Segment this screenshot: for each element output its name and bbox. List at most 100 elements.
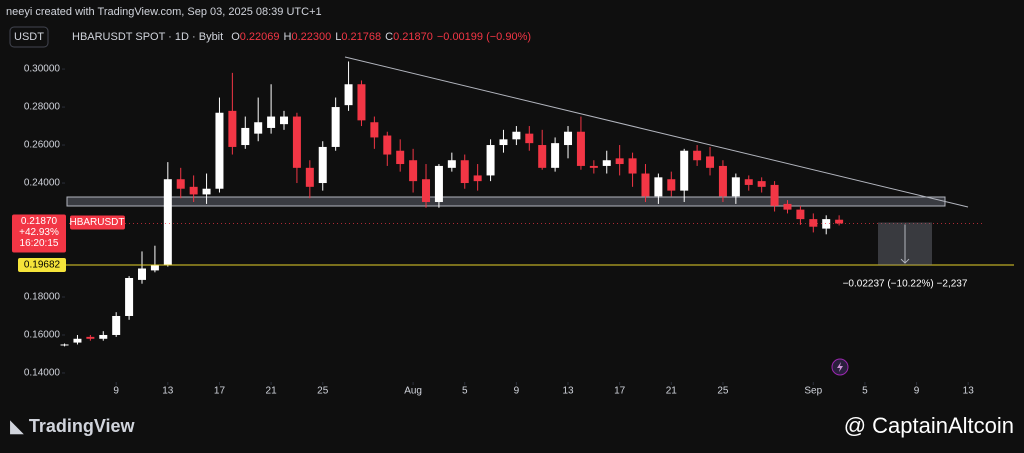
candle-body xyxy=(215,112,224,189)
x-tick-label: 17 xyxy=(214,386,226,397)
x-tick-label: 9 xyxy=(113,386,119,397)
candle-body xyxy=(654,177,663,197)
candle-body xyxy=(241,127,250,146)
symbol-legend: HBARUSDT SPOT · 1D · Bybit O0.22069 H0.223… xyxy=(72,31,531,43)
candle-body xyxy=(254,122,263,134)
candle-body xyxy=(693,150,702,161)
y-tick-label: 0.24000 xyxy=(24,178,61,189)
candle-body xyxy=(551,143,560,168)
x-tick-label: 13 xyxy=(963,386,975,397)
candle-body xyxy=(576,131,585,166)
candle-body xyxy=(731,177,740,197)
candle-body xyxy=(589,165,598,168)
candle-body xyxy=(292,116,301,168)
candle-body xyxy=(331,107,340,147)
candle-body xyxy=(318,146,327,184)
x-tick-label: Sep xyxy=(804,386,822,397)
candle-body xyxy=(835,219,844,224)
x-tick-label: 5 xyxy=(862,386,868,397)
candle-body xyxy=(602,160,611,166)
candle-body xyxy=(460,160,469,184)
ohlc-value: 0.21768 xyxy=(341,31,381,43)
brand: TradingView xyxy=(29,416,136,436)
price-line-box xyxy=(18,258,66,273)
candle-body xyxy=(628,158,637,174)
x-tick-label: 13 xyxy=(562,386,574,397)
candle-body xyxy=(138,268,147,280)
candle-body xyxy=(176,179,185,189)
candle-body xyxy=(189,186,198,195)
candle-body xyxy=(641,173,650,197)
ohlc-value: 0.22300 xyxy=(291,31,331,43)
x-tick-label: 21 xyxy=(666,386,678,397)
candle-body xyxy=(718,165,727,197)
candle-body xyxy=(280,116,289,125)
last-price-change: +42.93% xyxy=(19,227,59,238)
ohlc-value: 0.21870 xyxy=(393,31,433,43)
ohlc-label: C xyxy=(385,31,393,43)
support-zone xyxy=(66,196,946,207)
candle-body xyxy=(783,203,792,210)
candle-body xyxy=(409,160,418,182)
change: −0.00199 (−0.90%) xyxy=(437,31,531,43)
candle-body xyxy=(706,156,715,168)
bolt xyxy=(837,362,843,372)
candle-body xyxy=(344,84,353,106)
symbol-tag-label: HBARUSDT xyxy=(69,217,124,228)
measure-label: −0.02237 (−10.22%) −2,237 xyxy=(843,279,968,290)
ohlc-label: H xyxy=(284,31,292,43)
symbol-tag xyxy=(70,215,125,230)
candle-body xyxy=(744,179,753,185)
x-tick-label: 5 xyxy=(462,386,468,397)
x-tick-label: 21 xyxy=(266,386,278,397)
candle-body xyxy=(228,110,237,147)
candle-body xyxy=(125,278,134,316)
candle-body xyxy=(525,133,534,144)
candle-body xyxy=(486,145,495,176)
ohlc-value: 0.22069 xyxy=(240,31,280,43)
countdown: 16:20:15 xyxy=(20,238,59,249)
y-tick-label: 0.16000 xyxy=(24,330,61,341)
candle-body xyxy=(86,336,95,339)
price-line-label: 0.19682 xyxy=(24,260,61,271)
candle-body xyxy=(60,344,69,346)
candle-body xyxy=(267,116,276,128)
attribution: neeyi created with TradingView.com, Sep … xyxy=(6,6,322,18)
last-price-label: 0.21870 xyxy=(21,216,58,227)
candle-body xyxy=(163,179,172,265)
x-tick-label: 25 xyxy=(317,386,329,397)
currency-button[interactable] xyxy=(9,26,49,48)
candle-body xyxy=(680,150,689,191)
candle-body xyxy=(538,145,547,168)
candle-body xyxy=(73,338,82,343)
y-tick-label: 0.18000 xyxy=(24,292,61,303)
candle-body xyxy=(99,334,108,339)
brand-logo: ◣ TradingView xyxy=(10,416,136,436)
currency-label[interactable]: USDT xyxy=(14,31,44,43)
candle-body xyxy=(512,131,521,140)
ohlc-label: O xyxy=(231,31,240,43)
candle-body xyxy=(757,181,766,187)
candle-body xyxy=(809,219,818,227)
x-tick-label: 9 xyxy=(914,386,920,397)
candle-body xyxy=(150,264,159,271)
y-tick-label: 0.28000 xyxy=(24,102,61,113)
candle-body xyxy=(396,150,405,165)
x-tick-label: 17 xyxy=(614,386,626,397)
x-tick-label: 25 xyxy=(717,386,729,397)
candle-body xyxy=(383,135,392,155)
brand-icon: ◣ xyxy=(10,416,29,436)
candle-body xyxy=(822,219,831,229)
candle-body xyxy=(796,209,805,220)
y-tick-label: 0.14000 xyxy=(24,368,61,379)
measure-arrow-head xyxy=(900,258,910,264)
last-price-box xyxy=(12,214,66,253)
candle-body xyxy=(370,122,379,138)
candle-body xyxy=(357,84,366,121)
y-tick-label: 0.30000 xyxy=(24,64,61,75)
x-tick-label: 9 xyxy=(514,386,520,397)
ohlc-label: L xyxy=(335,31,341,43)
